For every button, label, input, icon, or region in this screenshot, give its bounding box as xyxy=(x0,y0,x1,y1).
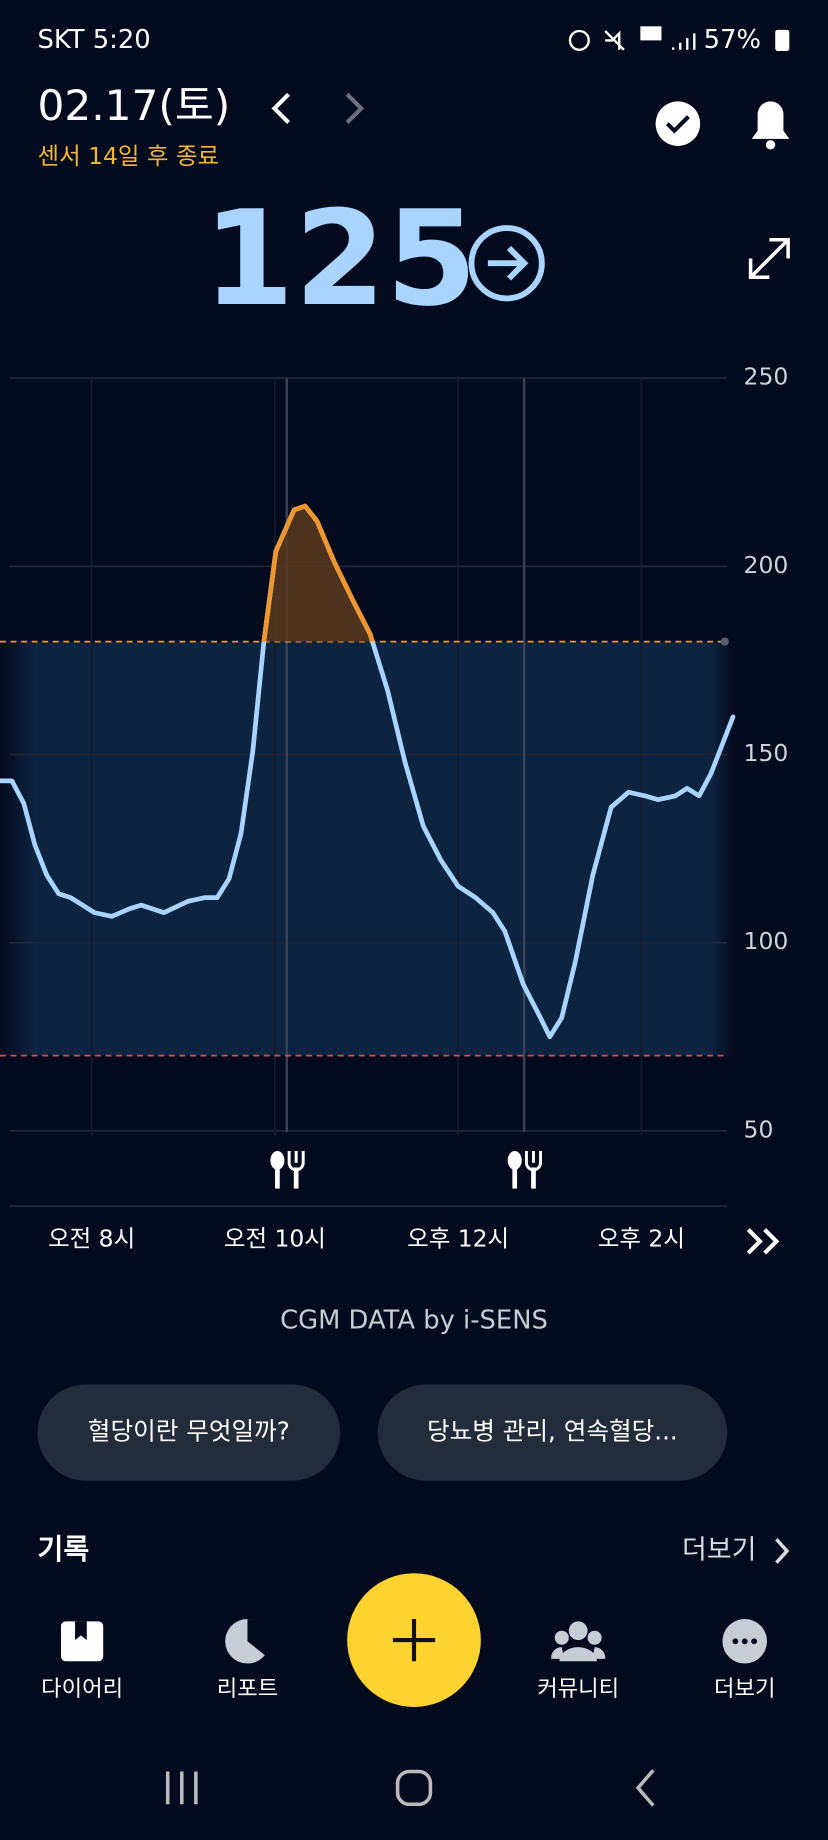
chip-label: 당뇨병 관리, 연속혈당... xyxy=(427,1417,678,1446)
current-glucose: 125 xyxy=(203,182,477,335)
spoon xyxy=(507,1151,522,1170)
y-tick-label: 50 xyxy=(744,1115,774,1143)
source: CGM DATA by i-SENS xyxy=(280,1306,548,1336)
expand[interactable] xyxy=(748,238,790,280)
x-tick-label: 오후 12시 xyxy=(407,1225,509,1253)
sensor-notice: 센서 14일 후 종료 xyxy=(38,142,220,170)
threshold-end xyxy=(720,637,729,646)
status-time: SKT 5:20 xyxy=(38,25,151,55)
spoon-handle xyxy=(512,1167,518,1189)
records-title: 기록 xyxy=(38,1533,90,1566)
spoon-handle xyxy=(275,1167,280,1189)
y-tick-label: 200 xyxy=(744,551,789,579)
chip[interactable] xyxy=(377,1384,728,1481)
fork-handle xyxy=(293,1167,299,1189)
high-area xyxy=(263,506,373,642)
date: 02.17(토) xyxy=(38,81,231,130)
nav-label: 다이어리 xyxy=(41,1676,123,1702)
prev-day[interactable] xyxy=(271,92,290,124)
meal-icon xyxy=(270,1151,305,1189)
meal-icon xyxy=(507,1151,542,1189)
y-tick-label: 250 xyxy=(744,363,789,391)
fork-handle xyxy=(531,1167,536,1189)
home[interactable] xyxy=(395,1769,433,1807)
nav-report-icon[interactable] xyxy=(225,1618,271,1664)
records-more[interactable]: 더보기 xyxy=(682,1534,756,1565)
nav-more-icon[interactable] xyxy=(722,1618,768,1664)
x-tick-label: 오후 2시 xyxy=(598,1225,685,1253)
trend-arrow xyxy=(468,225,545,302)
chevron xyxy=(775,1538,790,1564)
chip[interactable] xyxy=(37,1384,341,1481)
next-day[interactable] xyxy=(345,92,365,124)
nav-label: 커뮤니티 xyxy=(537,1676,619,1702)
x-tick-label: 오전 8시 xyxy=(48,1225,135,1253)
chip-label: 혈당이란 무엇일까? xyxy=(88,1417,290,1446)
bell[interactable] xyxy=(751,101,790,150)
nav-community-icon[interactable] xyxy=(551,1621,606,1662)
next-page[interactable] xyxy=(746,1228,780,1255)
recent-apps[interactable] xyxy=(165,1771,198,1805)
system-nav xyxy=(165,1769,655,1807)
nav-label: 더보기 xyxy=(714,1676,775,1702)
verified-badge[interactable] xyxy=(655,101,701,146)
nav-label: 리포트 xyxy=(217,1676,278,1702)
x-tick-label: 오전 10시 xyxy=(224,1225,326,1253)
status-icons xyxy=(568,26,696,51)
y-tick-label: 100 xyxy=(744,927,789,955)
glucose-line-high xyxy=(261,503,375,642)
battery-icon xyxy=(775,29,790,51)
spoon xyxy=(270,1151,285,1170)
nav-diary-icon[interactable] xyxy=(60,1621,104,1662)
add-button[interactable] xyxy=(347,1573,481,1707)
target-range xyxy=(0,641,734,1056)
battery-level: 57% xyxy=(704,25,761,55)
y-tick-label: 150 xyxy=(744,739,789,767)
glucose-chart: 50 100 150 200 250 오전 8시 오전 10시 오후 12시 오후 2시 xyxy=(0,363,788,1253)
back[interactable] xyxy=(635,1769,655,1807)
